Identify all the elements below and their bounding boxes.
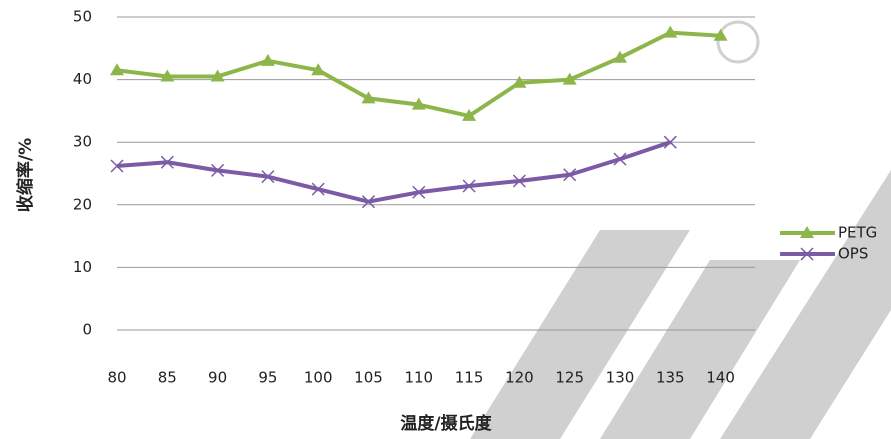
y-axis-title: 收缩率/% — [15, 138, 36, 212]
marker — [613, 50, 627, 63]
x-tick-label: 105 — [354, 369, 383, 387]
series-line — [116, 140, 671, 204]
y-tick-label: 0 — [82, 321, 92, 339]
marker — [563, 168, 577, 182]
x-tick-label: 110 — [404, 369, 433, 387]
x-tick-label: 115 — [455, 369, 484, 387]
marker — [462, 179, 476, 193]
x-tick-label: 140 — [706, 369, 735, 387]
marker — [562, 72, 577, 85]
y-tick-label: 40 — [73, 70, 92, 88]
marker — [512, 174, 526, 188]
marker — [663, 135, 677, 149]
marker — [361, 195, 376, 209]
marker — [261, 170, 275, 184]
marker — [211, 163, 225, 177]
marker — [663, 25, 678, 38]
x-tick-label: 80 — [107, 369, 126, 387]
marker — [210, 69, 225, 82]
marker — [613, 152, 627, 166]
marker — [412, 185, 426, 199]
legend-label: PETG — [838, 224, 877, 242]
marker — [260, 53, 275, 66]
marker — [800, 226, 814, 238]
marker — [462, 108, 477, 121]
marker — [110, 63, 124, 76]
watermark — [470, 20, 891, 439]
x-tick-label: 120 — [505, 369, 534, 387]
marker — [110, 159, 124, 173]
x-tick-label: 85 — [158, 369, 177, 387]
y-tick-label: 10 — [73, 258, 92, 276]
marker — [311, 182, 325, 196]
x-tick-label: 135 — [656, 369, 685, 387]
marker — [311, 63, 326, 76]
x-tick-label: 95 — [258, 369, 277, 387]
y-tick-label: 30 — [73, 133, 92, 151]
marker — [512, 75, 527, 88]
x-tick-label: 130 — [606, 369, 635, 387]
x-tick-label: 100 — [304, 369, 333, 387]
marker — [361, 91, 376, 104]
marker — [411, 97, 426, 110]
marker — [713, 28, 728, 41]
x-tick-label: 125 — [555, 369, 584, 387]
x-tick-label: 90 — [208, 369, 227, 387]
marker — [160, 69, 175, 82]
x-axis-title: 温度/摄氏度 — [400, 413, 492, 434]
marker — [800, 247, 814, 261]
marker — [160, 155, 174, 169]
y-tick-label: 20 — [73, 195, 92, 213]
y-tick-label: 50 — [73, 8, 92, 26]
legend-label: OPS — [838, 245, 868, 263]
